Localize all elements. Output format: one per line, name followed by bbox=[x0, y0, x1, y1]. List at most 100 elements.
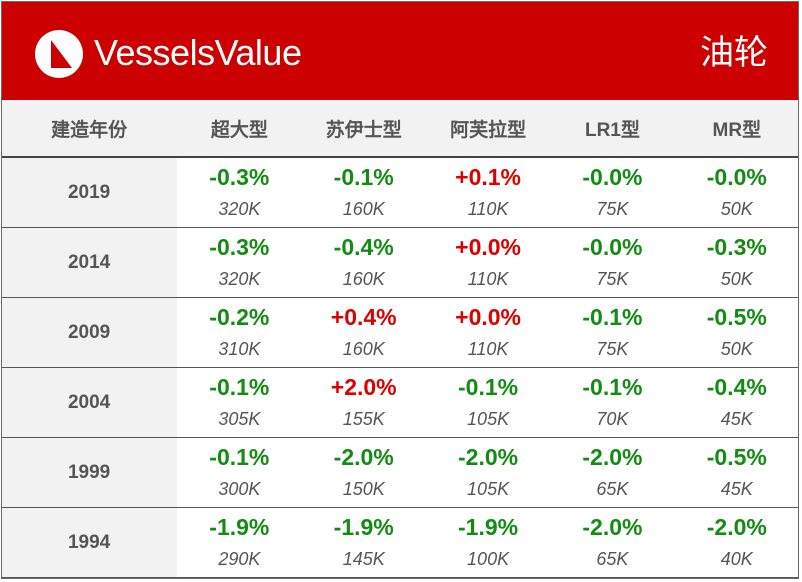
column-header-mr: MR型 bbox=[674, 100, 798, 158]
build-year-cell: 1999 bbox=[2, 437, 178, 508]
value-cell-lr1: -0.0% 75K bbox=[550, 227, 675, 298]
table-body: 2019 -0.3% 320K -0.1% 160K +0.1% 110K -0.0% 75K -… bbox=[2, 157, 798, 578]
brand-name: VesselsValue bbox=[94, 32, 302, 73]
value-cell-aframax: +0.0% 110K bbox=[425, 297, 551, 368]
vessel-size: 45K bbox=[720, 479, 753, 499]
value-cell-suezmax: +0.4% 160K bbox=[301, 297, 426, 368]
value-change: -0.1% bbox=[582, 374, 643, 400]
value-change: -2.0% bbox=[706, 514, 767, 540]
vessel-size: 70K bbox=[596, 409, 629, 429]
value-change: -0.5% bbox=[706, 304, 767, 330]
vessel-size: 310K bbox=[218, 339, 261, 359]
value-cell-aframax: -2.0% 105K bbox=[425, 437, 551, 508]
vessel-size: 50K bbox=[720, 199, 753, 219]
vessel-size: 45K bbox=[720, 409, 753, 429]
value-cell-aframax: -1.9% 100K bbox=[425, 507, 551, 578]
vessel-size: 160K bbox=[342, 339, 385, 359]
value-change: -0.2% bbox=[209, 304, 270, 330]
value-change: -0.3% bbox=[706, 234, 767, 260]
value-cell-aframax: +0.0% 110K bbox=[425, 227, 551, 298]
value-change: -0.1% bbox=[209, 444, 270, 470]
vessel-category: 油轮 bbox=[700, 34, 768, 72]
value-change: -0.4% bbox=[333, 234, 394, 260]
value-cell-mr: -0.4% 45K bbox=[674, 367, 798, 438]
value-cell-suezmax: -0.1% 160K bbox=[301, 157, 426, 228]
value-change: +0.0% bbox=[455, 304, 521, 330]
table-row: 2009 -0.2% 310K +0.4% 160K +0.0% 110K -0.1% 75K -… bbox=[2, 297, 798, 368]
value-change: -1.9% bbox=[458, 514, 519, 540]
vessel-size: 75K bbox=[596, 339, 629, 359]
value-change: -1.9% bbox=[209, 514, 270, 540]
vesselsvalue-logo-icon bbox=[35, 30, 83, 78]
table-row: 2019 -0.3% 320K -0.1% 160K +0.1% 110K -0.0% 75K -… bbox=[2, 157, 798, 228]
value-cell-suezmax: -0.4% 160K bbox=[301, 227, 426, 298]
table-row: 1999 -0.1% 300K -2.0% 150K -2.0% 105K -2.0% 65K -… bbox=[2, 437, 798, 508]
value-change: -2.0% bbox=[458, 444, 519, 470]
value-cell-mr: -0.5% 45K bbox=[674, 437, 798, 508]
value-change: -0.1% bbox=[582, 304, 643, 330]
value-cell-suezmax: +2.0% 155K bbox=[301, 367, 426, 438]
vessel-size: 155K bbox=[342, 409, 385, 429]
value-cell-vlcc: -1.9% 290K bbox=[177, 507, 302, 578]
column-header-lr1: LR1型 bbox=[550, 100, 675, 158]
vessel-size: 110K bbox=[467, 199, 509, 219]
value-cell-vlcc: -0.3% 320K bbox=[177, 227, 302, 298]
value-change: +0.1% bbox=[455, 164, 521, 190]
value-change-table: 建造年份 超大型 苏伊士型 阿芙拉型 LR1型 MR型 2019 -0.3% 320… bbox=[2, 100, 798, 578]
vessel-size: 100K bbox=[467, 549, 510, 569]
vessel-size: 75K bbox=[596, 199, 629, 219]
value-cell-vlcc: -0.1% 300K bbox=[177, 437, 302, 508]
value-change: -2.0% bbox=[582, 444, 643, 470]
vessel-size: 305K bbox=[218, 409, 261, 429]
value-cell-aframax: -0.1% 105K bbox=[425, 367, 551, 438]
column-header-vlcc: 超大型 bbox=[177, 100, 302, 158]
vessel-size: 40K bbox=[720, 549, 753, 569]
value-cell-mr: -0.5% 50K bbox=[674, 297, 798, 368]
vessel-size: 160K bbox=[342, 269, 385, 289]
value-cell-vlcc: -0.2% 310K bbox=[177, 297, 302, 368]
value-cell-suezmax: -1.9% 145K bbox=[301, 507, 426, 578]
value-cell-lr1: -0.0% 75K bbox=[550, 157, 675, 228]
value-cell-mr: -2.0% 40K bbox=[674, 507, 798, 578]
table-row: 1994 -1.9% 290K -1.9% 145K -1.9% 100K -2.0% 65K -… bbox=[2, 507, 798, 578]
vessel-size: 145K bbox=[342, 549, 385, 569]
value-cell-lr1: -0.1% 75K bbox=[550, 297, 675, 368]
table-header-row: 建造年份 超大型 苏伊士型 阿芙拉型 LR1型 MR型 bbox=[2, 100, 798, 158]
value-cell-lr1: -0.1% 70K bbox=[550, 367, 675, 438]
vessel-size: 150K bbox=[342, 479, 385, 499]
vessel-size: 110K bbox=[467, 339, 509, 359]
value-cell-lr1: -2.0% 65K bbox=[550, 437, 675, 508]
value-change: -0.3% bbox=[209, 234, 270, 260]
value-change: -0.3% bbox=[209, 164, 270, 190]
value-change: -0.0% bbox=[582, 234, 643, 260]
value-cell-vlcc: -0.1% 305K bbox=[177, 367, 302, 438]
header-banner: VesselsValue 油轮 bbox=[2, 2, 798, 101]
vessel-size: 160K bbox=[342, 199, 385, 219]
vessel-size: 105K bbox=[467, 409, 510, 429]
value-change: +0.0% bbox=[455, 234, 521, 260]
vessel-size: 320K bbox=[218, 199, 261, 219]
value-change: -1.9% bbox=[333, 514, 394, 540]
value-change: +0.4% bbox=[330, 304, 397, 330]
vessel-size: 75K bbox=[596, 269, 629, 289]
value-cell-mr: -0.3% 50K bbox=[674, 227, 798, 298]
vessel-size: 105K bbox=[467, 479, 510, 499]
build-year-cell: 2014 bbox=[2, 227, 178, 298]
value-change: -0.0% bbox=[706, 164, 767, 190]
vessel-size: 320K bbox=[218, 269, 261, 289]
value-change: -0.4% bbox=[706, 374, 767, 400]
vessel-size: 50K bbox=[720, 269, 753, 289]
build-year-cell: 2004 bbox=[2, 367, 178, 438]
value-cell-aframax: +0.1% 110K bbox=[425, 157, 551, 228]
vessel-size: 110K bbox=[467, 269, 509, 289]
column-header-build-year: 建造年份 bbox=[2, 100, 178, 158]
table-row: 2014 -0.3% 320K -0.4% 160K +0.0% 110K -0.0% 75K -… bbox=[2, 227, 798, 298]
vessel-size: 300K bbox=[218, 479, 261, 499]
value-change: -0.5% bbox=[706, 444, 767, 470]
value-change: -0.1% bbox=[333, 164, 394, 190]
value-cell-vlcc: -0.3% 320K bbox=[177, 157, 302, 228]
value-change: -0.1% bbox=[458, 374, 519, 400]
value-cell-lr1: -2.0% 65K bbox=[550, 507, 675, 578]
value-cell-suezmax: -2.0% 150K bbox=[301, 437, 426, 508]
